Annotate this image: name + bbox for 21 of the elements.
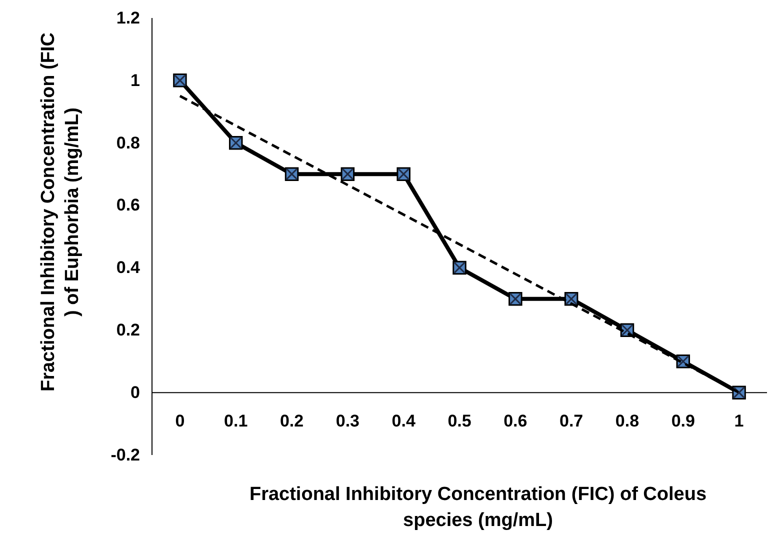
x-tick-label: 0.1	[224, 412, 248, 431]
y-tick-label: 0.6	[116, 196, 140, 215]
y-tick-label: 0.8	[116, 133, 140, 152]
x-tick-label: 1	[734, 412, 744, 431]
y-tick-label: -0.2	[110, 445, 140, 464]
x-tick-label: 0.4	[392, 412, 416, 431]
y-tick-label: 0	[130, 383, 140, 402]
y-axis-title: Fractional Inhibitory Concentration (FIC ) of Euphorbia (mg/mL)	[38, 32, 83, 392]
y-tick-label: 1	[130, 70, 140, 90]
x-tick-label: 0	[175, 412, 185, 431]
y-tick-label: 0.4	[116, 258, 141, 278]
x-tick-label: 0.3	[336, 412, 360, 431]
x-tick-label: 0.5	[448, 412, 472, 431]
x-tick-label: 0.2	[280, 412, 304, 431]
x-tick-label: 0.6	[504, 412, 528, 431]
y-tick-label: 0.2	[116, 320, 140, 340]
x-tick-label: 0.9	[671, 412, 695, 431]
x-axis-title: Fractional Inhibitory Concentration (FIC) of Coleus species (mg/mL)	[249, 484, 707, 531]
x-tick-label: 0.7	[560, 412, 584, 431]
x-tick-label: 0.8	[615, 412, 640, 431]
y-tick-label: 1.2	[116, 8, 140, 28]
